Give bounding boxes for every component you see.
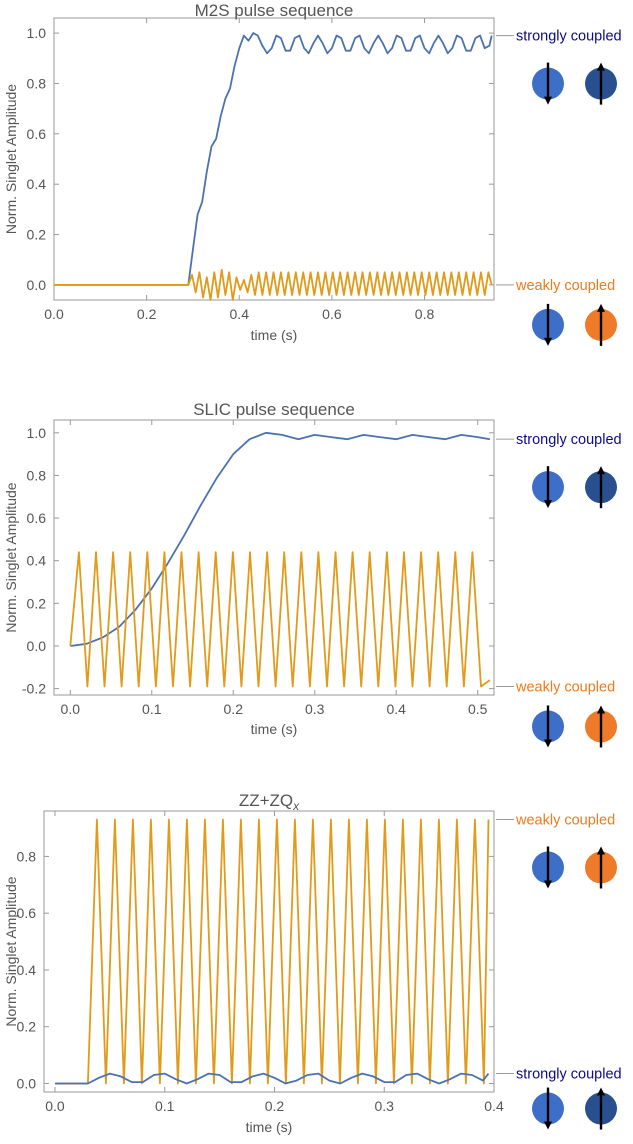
x-tick-label: 0.2 xyxy=(265,1098,285,1114)
x-axis-label: time (s) xyxy=(251,327,298,343)
spin-down-light-blue-icon xyxy=(532,705,564,748)
x-tick-label: 0.2 xyxy=(224,701,244,717)
x-tick-label: 0.0 xyxy=(61,701,81,717)
y-tick-label: 0.6 xyxy=(27,126,47,142)
chart-title: ZZ+ZQx xyxy=(239,791,300,813)
y-tick-label: 0.2 xyxy=(27,227,47,243)
x-tick-label: 0.6 xyxy=(322,306,342,322)
spin-up-dark-blue-icon xyxy=(585,1087,617,1130)
spin-up-dark-blue-icon xyxy=(585,62,617,105)
spin-up-orange-icon xyxy=(585,303,617,346)
spin-down-light-blue-icon xyxy=(532,1087,564,1130)
x-tick-label: 0.1 xyxy=(155,1098,175,1114)
series-line-strongly-coupled xyxy=(70,431,491,647)
y-tick-label: 0.6 xyxy=(27,510,47,526)
x-tick-label: 0.4 xyxy=(386,701,406,717)
annotation-weakly-coupled: weakly coupled xyxy=(515,679,615,695)
x-axis-label: time (s) xyxy=(251,721,298,737)
spin-down-light-blue-icon xyxy=(532,466,564,509)
spin-up-orange-icon xyxy=(585,846,617,889)
y-tick-label: 0.2 xyxy=(17,1019,37,1035)
x-tick-label: 0.0 xyxy=(44,306,64,322)
annotation-weakly-coupled: weakly coupled xyxy=(515,278,615,294)
series-line-weakly-coupled xyxy=(55,818,490,1085)
y-axis-label: Norm. Singlet Amplitude xyxy=(3,876,19,1026)
x-tick-label: 0.5 xyxy=(468,701,488,717)
x-tick-label: 0.1 xyxy=(142,701,162,717)
x-tick-label: 0.2 xyxy=(137,306,157,322)
y-tick-label: -0.2 xyxy=(22,681,46,697)
y-tick-label: 0.4 xyxy=(27,553,47,569)
chart-title: M2S pulse sequence xyxy=(195,1,354,20)
series-line-weakly-coupled xyxy=(54,268,493,301)
spin-down-light-blue-icon xyxy=(532,303,564,346)
annotation-strongly-coupled: strongly coupled xyxy=(516,1067,622,1083)
plot-frame xyxy=(43,810,495,1093)
x-tick-label: 0.3 xyxy=(305,701,325,717)
x-tick-label: 0.0 xyxy=(45,1098,65,1114)
chart-panel-1: M2S pulse sequence 0.0 0.2 0.4 0.6 0.8 0.0 0.2 0… xyxy=(3,1,622,346)
y-tick-label: 0.4 xyxy=(17,962,37,978)
y-tick-label: 0.0 xyxy=(27,277,47,293)
x-tick-label: 0.3 xyxy=(375,1098,395,1114)
chart-panel-3: ZZ+ZQx 0.0 0.1 0.2 0.3 0.4 0.0 0.2 0.4 0.6 0.8 time… xyxy=(3,791,622,1135)
x-tick-label: 0.4 xyxy=(230,306,250,322)
series-line-strongly-coupled xyxy=(55,1072,490,1085)
y-tick-label: 0.8 xyxy=(27,467,47,483)
y-tick-label: 0.6 xyxy=(17,905,37,921)
y-tick-label: 0.4 xyxy=(27,176,47,192)
y-tick-label: 1.0 xyxy=(27,425,47,441)
plot-frame xyxy=(53,17,495,301)
series-line-weakly-coupled xyxy=(69,551,491,688)
series-line-strongly-coupled xyxy=(54,32,493,286)
spin-up-orange-icon xyxy=(585,705,617,748)
plot-frame xyxy=(53,419,495,696)
y-tick-label: 0.8 xyxy=(27,75,47,91)
y-tick-label: 0.0 xyxy=(17,1075,37,1091)
y-tick-label: 1.0 xyxy=(27,25,47,41)
spin-down-light-blue-icon xyxy=(532,62,564,105)
chart-title: SLIC pulse sequence xyxy=(193,400,355,419)
spin-up-dark-blue-icon xyxy=(585,466,617,509)
annotation-strongly-coupled: strongly coupled xyxy=(516,432,622,448)
y-tick-label: 0.0 xyxy=(27,638,47,654)
y-axis-label: Norm. Singlet Amplitude xyxy=(3,482,19,632)
chart-panel-2: SLIC pulse sequence 0.0 0.1 0.2 0.3 0.4 0.5 -0.… xyxy=(3,400,622,748)
spin-down-light-blue-icon xyxy=(532,846,564,889)
annotation-strongly-coupled: strongly coupled xyxy=(516,29,622,45)
x-axis-label: time (s) xyxy=(246,1119,293,1135)
x-tick-label: 0.4 xyxy=(484,1098,504,1114)
annotation-weakly-coupled: weakly coupled xyxy=(515,813,615,829)
y-tick-label: 0.8 xyxy=(17,848,37,864)
y-tick-label: 0.2 xyxy=(27,595,47,611)
x-tick-label: 0.8 xyxy=(415,306,435,322)
y-axis-label: Norm. Singlet Amplitude xyxy=(3,84,19,234)
